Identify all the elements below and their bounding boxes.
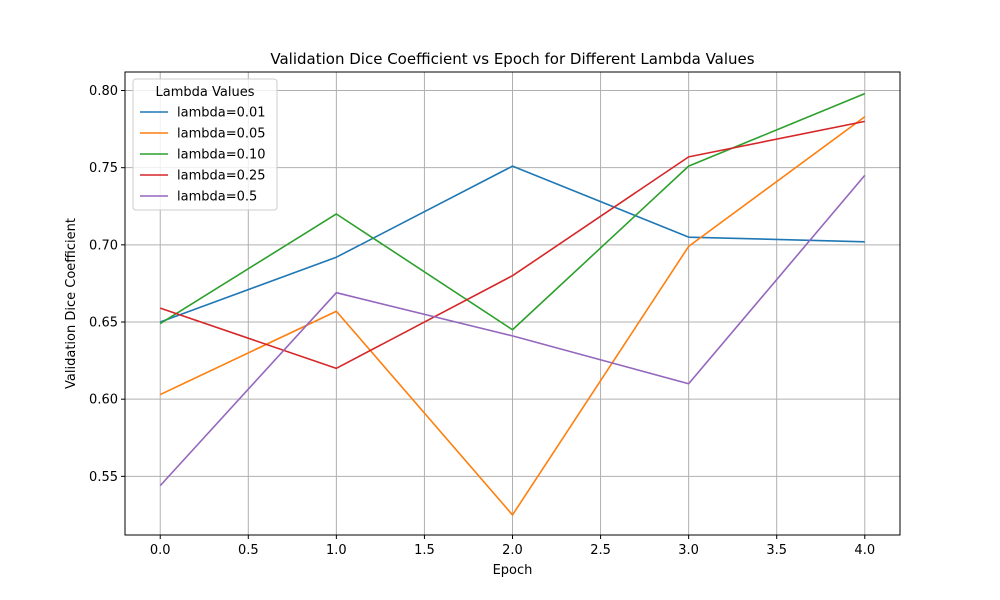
- chart-title: Validation Dice Coefficient vs Epoch for…: [270, 50, 754, 68]
- legend-title: Lambda Values: [156, 85, 255, 100]
- legend: Lambda Values lambda=0.01 lambda=0.05 lamb…: [132, 78, 278, 211]
- y-tick-label: 0.60: [89, 393, 118, 408]
- legend-label-3: lambda=0.25: [177, 169, 266, 184]
- legend-box: [132, 78, 278, 211]
- legend-label-0: lambda=0.01: [177, 106, 266, 121]
- x-axis-label: Epoch: [493, 563, 533, 578]
- y-tick-label: 0.70: [89, 238, 118, 253]
- series-line-1: [159, 116, 866, 516]
- x-tick-label: 3.5: [766, 543, 787, 558]
- legend-label-2: lambda=0.10: [177, 148, 266, 163]
- series-line-0: [159, 165, 865, 323]
- x-tick-label: 2.5: [590, 543, 611, 558]
- series-line-3: [159, 120, 865, 370]
- y-tick-label: 0.80: [89, 84, 118, 99]
- y-tick-label: 0.55: [89, 470, 118, 485]
- y-axis-label: Validation Dice Coefficient: [64, 218, 79, 389]
- legend-label-4: lambda=0.5: [177, 190, 257, 205]
- grid: [125, 72, 900, 535]
- x-tick-label: 1.5: [414, 543, 435, 558]
- x-tick-label: 1.0: [326, 543, 347, 558]
- x-tick-label: 4.0: [854, 543, 875, 558]
- x-tick-label: 0.0: [150, 543, 171, 558]
- y-tick-label: 0.75: [89, 161, 118, 176]
- x-tick-label: 0.5: [238, 543, 259, 558]
- series-line-4: [159, 174, 866, 487]
- x-tick-label: 3.0: [678, 543, 699, 558]
- axis-ticks: 0.0 0.5 1.0 1.5 2.0 2.5 3.0 3.5 4.0 0.55 0.60 0.65 0…: [89, 84, 875, 558]
- series-lines: [159, 92, 866, 516]
- x-tick-label: 2.0: [502, 543, 523, 558]
- series-line-2: [159, 92, 866, 331]
- y-tick-label: 0.65: [89, 316, 118, 331]
- legend-label-1: lambda=0.05: [177, 127, 266, 142]
